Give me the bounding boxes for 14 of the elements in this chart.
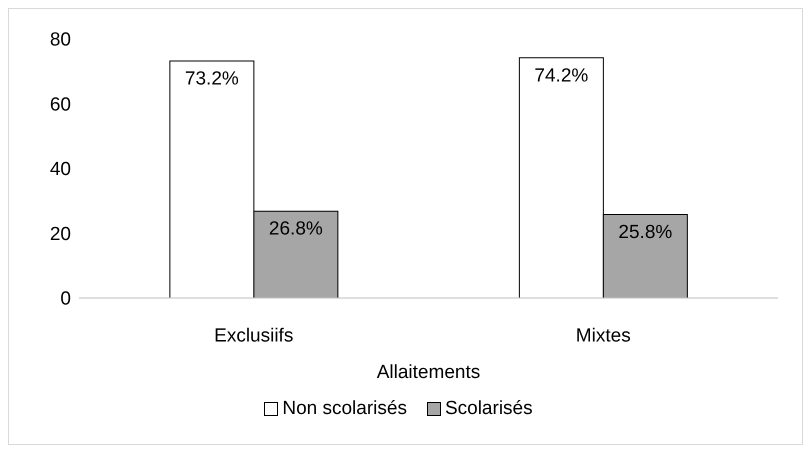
y-tick-label: 20: [50, 224, 71, 245]
y-tick-label: 60: [50, 94, 71, 116]
y-tick-label: 80: [50, 30, 71, 51]
legend-label: Non scolarisés: [282, 398, 407, 420]
x-tick-label: Exclusiifs: [214, 325, 294, 346]
y-tick-label: 0: [60, 288, 71, 310]
data-label: 73.2%: [184, 68, 239, 90]
x-axis-title: Allaitements: [376, 362, 480, 383]
y-tick-label: 40: [50, 159, 71, 180]
data-label: 74.2%: [534, 65, 588, 86]
legend-label: Scolarisés: [444, 398, 533, 420]
data-label: 25.8%: [618, 222, 672, 243]
data-label: 26.8%: [268, 218, 323, 240]
x-tick-label: Mixtes: [576, 325, 631, 346]
